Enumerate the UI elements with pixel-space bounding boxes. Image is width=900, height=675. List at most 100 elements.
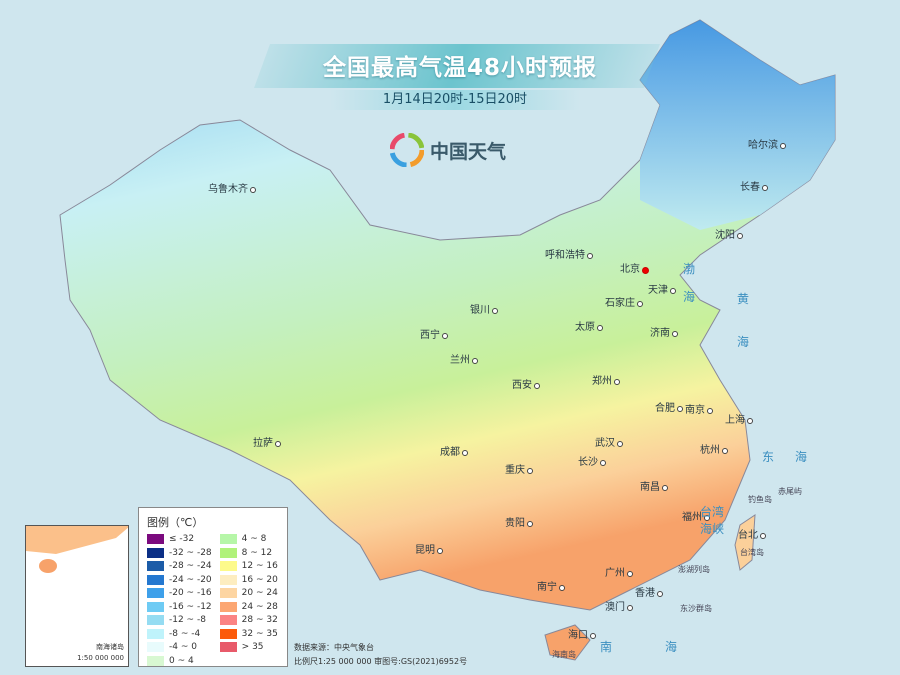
city-label: 哈尔滨 [748, 140, 778, 151]
legend-item: 32 ~ 35 [219, 628, 278, 640]
city-marker: 澳门 [605, 602, 633, 614]
logo-text: 中国天气 [430, 140, 507, 163]
legend-label: 16 ~ 20 [241, 574, 278, 585]
city-marker: 西宁 [420, 330, 448, 342]
legend-swatch [147, 574, 164, 585]
legend-item: -28 ~ -24 [147, 561, 212, 572]
city-dot-icon [672, 331, 678, 337]
city-marker: 北京 [620, 264, 649, 276]
scale-and-approval: 比例尺1:25 000 000 审图号:GS(2021)6952号 [294, 657, 468, 666]
city-label: 沈阳 [715, 230, 735, 241]
city-dot-icon [472, 358, 478, 364]
legend-item: -20 ~ -16 [147, 588, 212, 599]
city-dot-icon [590, 633, 596, 639]
sea-label: 渤 [683, 262, 696, 276]
legend-swatch [219, 534, 237, 545]
legend-swatch [219, 561, 237, 572]
city-label: 西宁 [420, 330, 440, 341]
city-label: 昆明 [415, 545, 435, 556]
city-dot-icon [617, 441, 623, 447]
city-dot-icon [527, 521, 533, 527]
legend-label: -16 ~ -12 [169, 601, 212, 612]
legend-label: -4 ~ 0 [169, 642, 197, 653]
city-label: 长春 [740, 182, 760, 193]
city-marker: 重庆 [505, 465, 533, 477]
city-label: 香港 [635, 588, 655, 599]
legend-item: -12 ~ -8 [147, 615, 212, 626]
city-dot-icon [760, 533, 766, 539]
city-marker: 西安 [512, 380, 540, 392]
legend-label: ≤ -32 [169, 534, 195, 545]
legend-swatch [147, 642, 164, 653]
city-label: 郑州 [592, 376, 612, 387]
legend-label: 12 ~ 16 [241, 561, 278, 572]
city-marker: 南京 [685, 405, 713, 417]
source-info: 数据来源：中央气象台 比例尺1:25 000 000 审图号:GS(2021)6… [294, 641, 467, 669]
city-label: 武汉 [595, 438, 615, 449]
city-marker: 济南 [650, 328, 678, 340]
legend-swatch [219, 628, 237, 639]
city-dot-icon [559, 585, 565, 591]
china-weather-swirl-icon [390, 133, 424, 167]
city-dot-icon [442, 333, 448, 339]
legend-swatch [219, 615, 237, 626]
legend-swatch [147, 601, 164, 612]
city-label: 重庆 [505, 465, 525, 476]
city-label: 上海 [725, 415, 745, 426]
legend-item: -4 ~ 0 [147, 642, 212, 653]
taiwan-island [734, 514, 756, 571]
city-marker: 石家庄 [605, 298, 643, 310]
city-marker: 太原 [575, 322, 603, 334]
legend-item: 24 ~ 28 [219, 601, 278, 613]
legend-item: 8 ~ 12 [219, 547, 278, 559]
city-label: 合肥 [655, 403, 675, 414]
legend-swatch [219, 601, 237, 612]
city-label: 乌鲁木齐 [208, 184, 248, 195]
city-label: 太原 [575, 322, 595, 333]
city-label: 呼和浩特 [545, 250, 585, 261]
city-label: 长沙 [578, 457, 598, 468]
northeast-cold-region [640, 20, 835, 230]
city-marker: 呼和浩特 [545, 250, 593, 262]
legend-item: -24 ~ -20 [147, 574, 212, 586]
island-label: 钓鱼岛 [748, 495, 772, 504]
inset-label: 南海诸岛 [96, 643, 124, 651]
legend-swatch [147, 628, 164, 639]
city-dot-icon [762, 185, 768, 191]
city-marker: 成都 [440, 447, 468, 459]
city-dot-icon [250, 187, 256, 193]
legend-item: -16 ~ -12 [147, 601, 212, 613]
city-marker: 台北 [738, 530, 766, 542]
city-label: 济南 [650, 328, 670, 339]
hainan-island [544, 624, 591, 661]
sea-label: 台湾 [700, 505, 725, 519]
city-marker: 福州 [682, 512, 710, 524]
legend-swatch [147, 615, 164, 626]
city-dot-icon [597, 325, 603, 331]
city-marker: 南宁 [537, 582, 565, 594]
city-label: 兰州 [450, 355, 470, 366]
city-marker: 香港 [635, 588, 663, 600]
city-marker: 杭州 [700, 445, 728, 457]
city-dot-icon [747, 418, 753, 424]
island-label: 台湾岛 [740, 548, 764, 557]
south-china-sea-inset: 南海诸岛 1:50 000 000 [25, 525, 129, 667]
city-marker: 长沙 [578, 457, 606, 469]
legend-label: > 35 [241, 642, 264, 653]
city-label: 贵阳 [505, 518, 525, 529]
inset-scale: 1:50 000 000 [77, 654, 124, 662]
legend-label: 8 ~ 12 [241, 547, 273, 558]
legend-swatch [219, 574, 237, 585]
legend-label: 20 ~ 24 [241, 588, 278, 599]
city-label: 西安 [512, 380, 532, 391]
city-dot-icon [275, 441, 281, 447]
legend-swatch [147, 655, 164, 666]
city-label: 拉萨 [253, 438, 273, 449]
city-marker: 兰州 [450, 355, 478, 367]
city-label: 南宁 [537, 582, 557, 593]
legend-item: 16 ~ 20 [219, 574, 278, 586]
city-marker: 沈阳 [715, 230, 743, 242]
city-dot-icon [437, 548, 443, 554]
city-marker: 哈尔滨 [748, 140, 786, 152]
legend-label: 24 ~ 28 [241, 601, 278, 612]
